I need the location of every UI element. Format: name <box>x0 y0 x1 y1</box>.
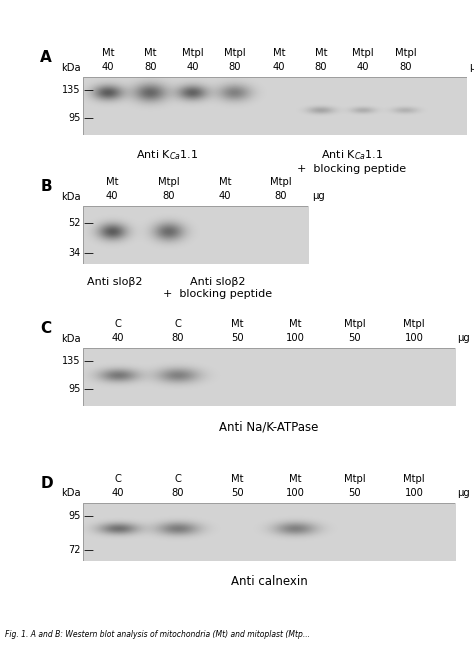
Text: 40: 40 <box>219 191 231 201</box>
Text: —: — <box>81 113 93 123</box>
Text: 100: 100 <box>286 333 304 343</box>
Text: Mt: Mt <box>289 473 301 484</box>
Text: Mt: Mt <box>315 48 327 58</box>
Text: —: — <box>81 384 93 394</box>
Text: kDa: kDa <box>62 63 81 73</box>
Text: 135: 135 <box>62 356 81 366</box>
Text: 100: 100 <box>405 488 424 498</box>
Text: 50: 50 <box>231 488 244 498</box>
Text: Anti K$_{Ca}$1.1
+  blocking peptide: Anti K$_{Ca}$1.1 + blocking peptide <box>297 148 406 174</box>
Text: μg: μg <box>457 488 470 498</box>
Text: Mt: Mt <box>101 48 114 58</box>
Text: 95: 95 <box>68 511 81 521</box>
Text: Mt: Mt <box>144 48 156 58</box>
Text: 80: 80 <box>228 62 241 72</box>
Text: —: — <box>81 544 93 555</box>
Text: μg: μg <box>469 62 474 72</box>
Text: C: C <box>115 473 122 484</box>
Text: Mt: Mt <box>106 177 118 187</box>
Text: Anti Na/K-ATPase: Anti Na/K-ATPase <box>219 421 319 433</box>
Text: Mtpl: Mtpl <box>344 319 365 329</box>
Text: —: — <box>81 85 93 95</box>
Text: 34: 34 <box>68 248 81 258</box>
Text: Mtpl: Mtpl <box>270 177 292 187</box>
Text: kDa: kDa <box>62 488 81 499</box>
Text: —: — <box>81 511 93 521</box>
Text: —: — <box>81 248 93 258</box>
Text: Mtpl: Mtpl <box>344 473 365 484</box>
Text: 80: 80 <box>275 191 287 201</box>
Text: Mtpl: Mtpl <box>182 48 203 58</box>
Text: Anti sloβ2
+  blocking peptide: Anti sloβ2 + blocking peptide <box>164 277 273 299</box>
Text: —: — <box>81 217 93 228</box>
Text: 80: 80 <box>144 62 156 72</box>
Text: 50: 50 <box>348 488 361 498</box>
Text: Mt: Mt <box>289 319 301 329</box>
Text: 50: 50 <box>348 333 361 343</box>
Text: kDa: kDa <box>62 192 81 202</box>
Text: 80: 80 <box>399 62 412 72</box>
Text: Mtpl: Mtpl <box>403 319 425 329</box>
Text: D: D <box>40 476 53 491</box>
Text: 80: 80 <box>172 488 184 498</box>
Text: A: A <box>40 50 52 65</box>
Text: Mt: Mt <box>231 473 244 484</box>
Text: —: — <box>81 356 93 366</box>
Text: Mt: Mt <box>231 319 244 329</box>
Text: Mtpl: Mtpl <box>395 48 416 58</box>
Text: 100: 100 <box>286 488 304 498</box>
Text: Anti sloβ2: Anti sloβ2 <box>87 277 142 288</box>
Text: Mtpl: Mtpl <box>224 48 246 58</box>
Text: 40: 40 <box>101 62 114 72</box>
Text: 95: 95 <box>68 113 81 123</box>
Text: 135: 135 <box>62 85 81 95</box>
Text: 80: 80 <box>162 191 175 201</box>
Text: 72: 72 <box>68 544 81 555</box>
Text: Anti K$_{Ca}$1.1: Anti K$_{Ca}$1.1 <box>137 148 199 162</box>
Text: 95: 95 <box>68 384 81 394</box>
Text: 40: 40 <box>273 62 285 72</box>
Text: 40: 40 <box>112 333 125 343</box>
Text: 80: 80 <box>315 62 327 72</box>
Text: 80: 80 <box>172 333 184 343</box>
Text: C: C <box>115 319 122 329</box>
Text: 40: 40 <box>357 62 369 72</box>
Text: 100: 100 <box>405 333 424 343</box>
Text: Mtpl: Mtpl <box>158 177 179 187</box>
Text: 50: 50 <box>231 333 244 343</box>
Text: Fig. 1. A and B: Western blot analysis of mitochondria (Mt) and mitoplast (Mtp..: Fig. 1. A and B: Western blot analysis o… <box>5 630 310 639</box>
Text: Mt: Mt <box>219 177 231 187</box>
Text: 40: 40 <box>106 191 118 201</box>
Text: μg: μg <box>312 191 325 201</box>
Text: 40: 40 <box>186 62 199 72</box>
Text: C: C <box>40 321 51 336</box>
Text: Mtpl: Mtpl <box>352 48 374 58</box>
Text: Mtpl: Mtpl <box>403 473 425 484</box>
Text: Mt: Mt <box>273 48 285 58</box>
Text: C: C <box>174 473 181 484</box>
Text: 40: 40 <box>112 488 125 498</box>
Text: 52: 52 <box>68 217 81 228</box>
Text: Anti calnexin: Anti calnexin <box>231 575 307 588</box>
Text: B: B <box>40 179 52 194</box>
Text: C: C <box>174 319 181 329</box>
Text: μg: μg <box>457 333 470 343</box>
Text: kDa: kDa <box>62 333 81 344</box>
